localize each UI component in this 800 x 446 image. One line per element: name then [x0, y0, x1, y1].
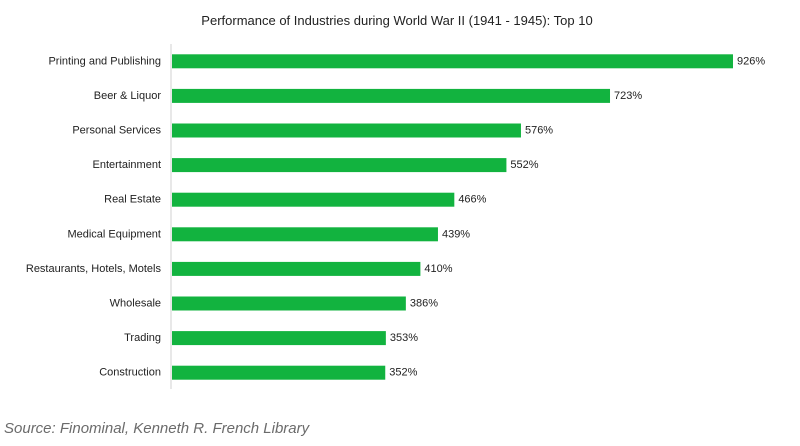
category-label-restaurants-hotels-motels: Restaurants, Hotels, Motels [26, 263, 162, 275]
value-label-real-estate: 466% [458, 194, 486, 206]
value-label-construction: 352% [389, 367, 417, 379]
bar-restaurants-hotels-motels [172, 261, 421, 276]
value-label-beer-liquor: 723% [614, 90, 642, 102]
category-label-construction: Construction [99, 367, 161, 379]
category-label-beer-liquor: Beer & Liquor [94, 90, 162, 102]
bar-entertainment [172, 158, 507, 173]
value-label-personal-services: 576% [525, 125, 553, 137]
chart-title: Performance of Industries during World W… [201, 13, 592, 28]
bars-layer: Printing and Publishing 926% Beer & Liquor… [26, 54, 765, 380]
source-caption: Source: Finominal, Kenneth R. French Lib… [4, 420, 310, 437]
bar-chart: Performance of Industries during World W… [26, 13, 765, 389]
category-label-printing-and-publishing: Printing and Publishing [48, 55, 161, 67]
category-label-wholesale: Wholesale [110, 298, 161, 310]
category-label-personal-services: Personal Services [72, 125, 161, 137]
category-label-real-estate: Real Estate [104, 194, 161, 206]
category-label-medical-equipment: Medical Equipment [67, 228, 161, 240]
value-label-entertainment: 552% [510, 159, 538, 171]
value-label-printing-and-publishing: 926% [737, 55, 765, 67]
category-label-trading: Trading [124, 332, 161, 344]
bar-beer-liquor [172, 88, 611, 103]
value-label-trading: 353% [390, 332, 418, 344]
bar-medical-equipment [172, 227, 438, 242]
chart-svg: Performance of Industries during World W… [26, 13, 765, 389]
category-label-entertainment: Entertainment [93, 159, 161, 171]
value-label-wholesale: 386% [410, 298, 438, 310]
value-label-restaurants-hotels-motels: 410% [424, 263, 452, 275]
bar-real-estate [172, 192, 455, 207]
bar-personal-services [172, 123, 521, 138]
bar-trading [172, 331, 386, 346]
bar-wholesale [172, 296, 406, 311]
value-label-medical-equipment: 439% [442, 228, 470, 240]
bar-construction [172, 365, 386, 380]
bar-printing-and-publishing [172, 54, 733, 69]
